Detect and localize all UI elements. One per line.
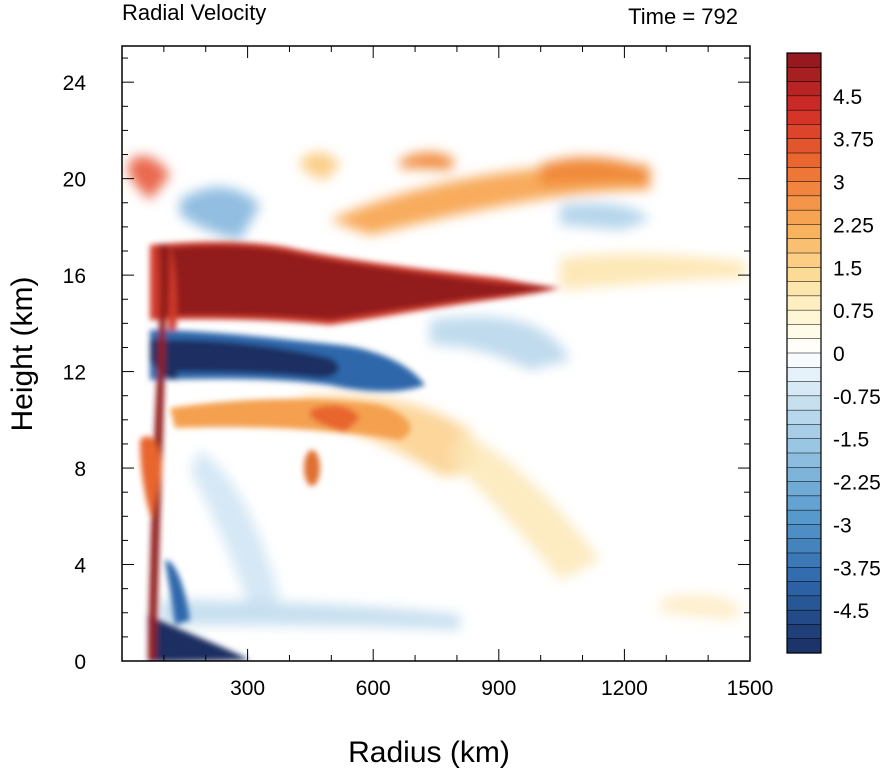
colorbar-tick-label: -0.75 <box>833 386 881 409</box>
y-tick-label: 12 <box>63 362 86 385</box>
colorbar-cell <box>786 609 822 625</box>
colorbar-tick-label: -2.25 <box>833 472 881 495</box>
y-tick-label: 8 <box>74 458 86 481</box>
colorbar-cell <box>786 538 822 554</box>
colorbar-cell <box>786 52 822 68</box>
colorbar: 4.5 3.75 3 2.25 1.5 0.75 0 -0.75 -1.5 -2.25 -3 -3.7… <box>786 52 881 654</box>
x-axis: 300 600 900 1200 1500 <box>163 46 774 700</box>
y-tick-label: 16 <box>63 265 86 288</box>
colorbar-cell <box>786 281 822 297</box>
colorbar-tick-label: -1.5 <box>833 429 869 452</box>
colorbar-cell <box>786 424 822 440</box>
x-axis-label: Radius (km) <box>348 736 510 769</box>
colorbar-cell <box>786 338 822 354</box>
colorbar-cell <box>786 524 822 540</box>
colorbar-cell <box>786 595 822 611</box>
colorbar-cell <box>786 467 822 483</box>
colorbar-cell <box>786 324 822 340</box>
colorbar-tick-label: 2.25 <box>833 214 874 237</box>
y-tick-label: 20 <box>63 169 86 192</box>
colorbar-frame <box>786 52 822 654</box>
x-tick-label: 1200 <box>601 677 648 700</box>
field-main-layer <box>140 241 560 661</box>
colorbar-cell <box>786 638 822 654</box>
colorbar-cell <box>786 67 822 83</box>
colorbar-cell <box>786 381 822 397</box>
colorbar-tick-label: -3 <box>833 514 852 537</box>
chart-subtitle: Time = 792 <box>628 4 738 29</box>
colorbar-tick-label: -3.75 <box>833 557 881 580</box>
colorbar-tick-label: 4.5 <box>833 86 862 109</box>
plot-frame <box>121 45 751 662</box>
colorbar-cell <box>786 495 822 511</box>
colorbar-tick-label: 0 <box>833 343 845 366</box>
colorbar-cell <box>786 181 822 197</box>
colorbar-tick-label: -4.5 <box>833 600 869 623</box>
field-soft-layer <box>128 152 745 630</box>
colorbar-cell <box>786 624 822 640</box>
y-axis: 0 4 8 12 16 20 24 <box>63 57 750 674</box>
colorbar-cell <box>786 109 822 125</box>
y-tick-label: 24 <box>63 72 87 95</box>
colorbar-cell <box>786 152 822 168</box>
colorbar-cell <box>786 81 822 97</box>
colorbar-cell <box>786 295 822 311</box>
colorbar-cell <box>786 452 822 468</box>
x-tick-label: 900 <box>481 677 516 700</box>
y-tick-label: 0 <box>74 651 86 674</box>
colorbar-cell <box>786 195 822 211</box>
colorbar-cell <box>786 352 822 368</box>
colorbar-cell <box>786 309 822 325</box>
colorbar-cell <box>786 252 822 268</box>
colorbar-cell <box>786 581 822 597</box>
colorbar-cell <box>786 238 822 254</box>
x-tick-label: 600 <box>356 677 391 700</box>
colorbar-cell <box>786 409 822 425</box>
y-axis-label: Height (km) <box>6 276 39 431</box>
colorbar-cell <box>786 552 822 568</box>
colorbar-cell <box>786 395 822 411</box>
colorbar-cell <box>786 95 822 111</box>
colorbar-cell <box>786 267 822 283</box>
colorbar-cell <box>786 224 822 240</box>
colorbar-cell <box>786 367 822 383</box>
colorbar-tick-label: 1.5 <box>833 257 862 280</box>
colorbar-cell <box>786 209 822 225</box>
colorbar-tick-label: 3 <box>833 172 845 195</box>
chart-title: Radial Velocity <box>122 0 266 25</box>
x-tick-label: 1500 <box>727 677 774 700</box>
colorbar-tick-label: 3.75 <box>833 129 874 152</box>
colorbar-cell <box>786 124 822 140</box>
colorbar-cell <box>786 438 822 454</box>
x-tick-label: 300 <box>230 677 265 700</box>
colorbar-cell <box>786 567 822 583</box>
colorbar-tick-label: 0.75 <box>833 300 874 323</box>
colorbar-cell <box>786 481 822 497</box>
y-tick-label: 4 <box>74 555 86 578</box>
colorbar-cell <box>786 509 822 525</box>
velocity-field <box>128 152 745 661</box>
colorbar-cell <box>786 138 822 154</box>
colorbar-cell <box>786 167 822 183</box>
